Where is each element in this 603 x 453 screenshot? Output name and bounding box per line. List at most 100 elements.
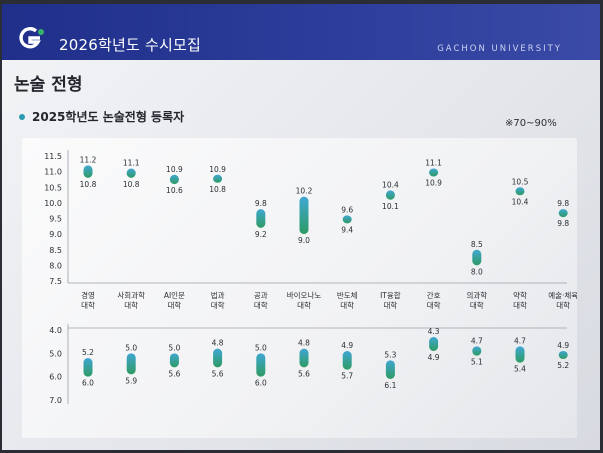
lower-low-label: 5.6 bbox=[298, 369, 310, 378]
upper-high-label: 11.1 bbox=[425, 159, 442, 168]
upper-low-label: 10.9 bbox=[425, 179, 442, 188]
category-label: 반도체 bbox=[337, 290, 358, 300]
lower-low-label: 5.1 bbox=[471, 358, 483, 367]
upper-high-label: 8.5 bbox=[471, 240, 483, 249]
upper-y-tick-label: 11.5 bbox=[44, 152, 62, 161]
gachon-logo-icon bbox=[19, 27, 44, 49]
category-label: 약학 bbox=[513, 290, 527, 300]
upper-y-tick-label: 9.5 bbox=[49, 215, 62, 224]
bullet-dot-icon bbox=[19, 114, 25, 120]
upper-high-label: 10.4 bbox=[382, 180, 399, 189]
upper-range-bar bbox=[342, 215, 352, 224]
category-label: 대학 bbox=[297, 300, 311, 310]
lower-range-bar bbox=[169, 353, 179, 368]
upper-range-bar bbox=[299, 196, 309, 235]
lower-high-label: 5.0 bbox=[168, 343, 180, 352]
upper-high-label: 10.9 bbox=[166, 165, 183, 174]
upper-low-label: 10.6 bbox=[166, 186, 183, 195]
lower-range-bar bbox=[299, 348, 309, 368]
upper-y-tick-label: 9.0 bbox=[49, 230, 62, 239]
upper-range-bar bbox=[256, 209, 266, 228]
upper-y-tick-label: 8.0 bbox=[49, 261, 62, 270]
upper-low-label: 10.8 bbox=[80, 180, 97, 189]
category-label: 경영 bbox=[81, 290, 95, 300]
category-label: 대학 bbox=[211, 300, 225, 310]
lower-low-label: 5.6 bbox=[212, 369, 224, 378]
lower-y-tick-label: 6.0 bbox=[49, 373, 62, 382]
lower-high-label: 4.8 bbox=[212, 339, 224, 348]
range-note: ※70~90% bbox=[505, 118, 557, 129]
category-label: 대학 bbox=[340, 300, 354, 310]
category-label: AI인문 bbox=[164, 290, 185, 300]
upper-range-bar bbox=[83, 165, 93, 178]
category-label: 법과 bbox=[211, 290, 225, 300]
lower-range-bar bbox=[558, 351, 568, 359]
grade-range-chart: 11.5 11.0 10.5 10.0 9.5 9.0 8.5 8.0 7.5 11.2 10.8 1… bbox=[44, 150, 577, 405]
upper-low-label: 8.0 bbox=[471, 267, 483, 276]
upper-low-label: 9.2 bbox=[255, 230, 267, 239]
upper-range-bar bbox=[429, 168, 439, 177]
lower-high-label: 5.3 bbox=[384, 350, 396, 359]
lower-high-label: 4.3 bbox=[428, 327, 440, 336]
upper-low-label: 9.0 bbox=[298, 236, 310, 245]
lower-low-label: 5.6 bbox=[168, 369, 180, 378]
lower-range-bar bbox=[515, 346, 525, 363]
upper-low-label: 10.4 bbox=[512, 197, 529, 206]
category-label: 공과 bbox=[254, 291, 268, 300]
page-title: 논술 전형 bbox=[14, 75, 83, 95]
lower-low-label: 5.7 bbox=[341, 372, 353, 381]
upper-high-label: 10.9 bbox=[209, 165, 226, 174]
lower-y-tick-label: 4.0 bbox=[49, 326, 62, 335]
lower-high-label: 4.7 bbox=[471, 336, 483, 345]
category-label: 대학 bbox=[254, 300, 268, 310]
category-label: 바이오나노 bbox=[287, 290, 322, 300]
upper-high-label: 10.5 bbox=[512, 177, 529, 186]
lower-high-label: 4.9 bbox=[341, 341, 353, 350]
lower-low-label: 4.9 bbox=[428, 353, 440, 362]
lower-high-label: 4.9 bbox=[557, 341, 569, 350]
upper-y-tick-label: 10.5 bbox=[44, 183, 62, 192]
lower-high-label: 5.2 bbox=[82, 348, 94, 357]
category-label: 대학 bbox=[124, 300, 138, 310]
lower-y-tick-label: 5.0 bbox=[49, 349, 62, 358]
upper-low-label: 10.8 bbox=[209, 185, 226, 194]
lower-range-bar bbox=[83, 358, 93, 377]
lower-range-bar bbox=[472, 346, 482, 356]
category-label: 대학 bbox=[470, 300, 484, 310]
upper-high-label: 9.6 bbox=[341, 205, 353, 214]
lower-low-label: 6.1 bbox=[384, 381, 396, 390]
upper-range-bar bbox=[558, 209, 568, 218]
lower-range-bar bbox=[256, 353, 266, 377]
lower-range-bar bbox=[385, 360, 395, 379]
upper-range-bar bbox=[126, 168, 136, 178]
chart-subtitle: 2025학년도 논술전형 등록자 bbox=[32, 110, 185, 124]
category-label: 예술·체육 bbox=[548, 290, 577, 300]
upper-high-label: 11.1 bbox=[123, 159, 140, 168]
category-label: 대학 bbox=[81, 300, 95, 310]
category-label: 사회과학 bbox=[117, 290, 145, 300]
upper-range-bar bbox=[213, 174, 223, 183]
upper-high-label: 9.8 bbox=[255, 199, 267, 208]
category-label: 대학 bbox=[427, 300, 441, 310]
lower-high-label: 4.8 bbox=[298, 339, 310, 348]
lower-range-bar bbox=[342, 351, 352, 370]
category-label: 대학 bbox=[513, 300, 527, 310]
university-name: GACHON UNIVERSITY bbox=[437, 44, 562, 54]
category-label: 의과학 bbox=[466, 290, 487, 300]
header-title: 2026학년도 수시모집 bbox=[59, 36, 201, 54]
lower-low-label: 5.4 bbox=[514, 365, 526, 374]
category-label: 간호 bbox=[427, 290, 441, 300]
upper-low-label: 10.8 bbox=[123, 180, 140, 189]
upper-y-tick-label: 8.5 bbox=[49, 246, 62, 255]
lower-low-label: 6.0 bbox=[82, 379, 94, 388]
upper-range-bar bbox=[169, 174, 179, 185]
upper-low-label: 9.4 bbox=[341, 225, 353, 234]
upper-y-tick-label: 10.0 bbox=[44, 199, 62, 208]
category-label: 대학 bbox=[167, 300, 181, 310]
lower-y-tick-label: 7.0 bbox=[49, 396, 62, 405]
lower-low-label: 6.0 bbox=[255, 379, 267, 388]
category-label: 대학 bbox=[556, 300, 570, 310]
upper-range-bar bbox=[515, 187, 525, 196]
lower-high-label: 5.0 bbox=[255, 343, 267, 352]
upper-y-tick-label: 11.0 bbox=[44, 168, 62, 177]
